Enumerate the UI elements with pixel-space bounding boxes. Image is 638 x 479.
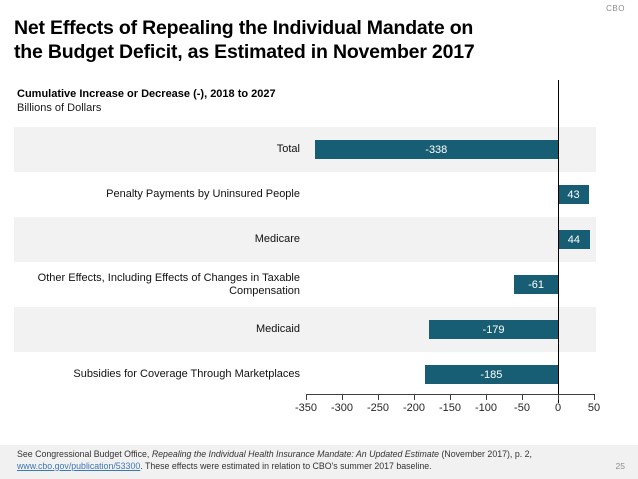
x-axis-tick (378, 394, 379, 400)
x-axis: -350 -300 -250 -200 -150 -100 -50 0 50 (295, 394, 600, 420)
x-axis-tick (306, 394, 307, 400)
x-axis-tick-label: -150 (438, 402, 462, 414)
chart-row: Total -338 (14, 127, 596, 172)
chart-row: Other Effects, Including Effects of Chan… (14, 262, 596, 307)
x-axis-tick-label: -100 (474, 402, 498, 414)
x-axis-tick (414, 394, 415, 400)
bar-value-label: -61 (528, 278, 544, 291)
x-axis-tick-label: -250 (366, 402, 390, 414)
data-bar: -185 (424, 365, 558, 384)
category-label: Medicaid (255, 323, 300, 335)
chart-row: Medicaid -179 (14, 307, 596, 352)
zero-axis-line (558, 80, 559, 403)
bar-chart: Total -338 Penalty Payments by Uninsured P… (14, 127, 596, 397)
data-bar: -61 (514, 275, 558, 294)
chart-subtitle: Cumulative Increase or Decrease (-), 201… (17, 88, 276, 100)
chart-row: Medicare 44 (14, 217, 596, 262)
bar-value-label: -185 (480, 368, 503, 381)
category-label: Total (276, 143, 300, 155)
x-axis-tick-label: 50 (587, 402, 601, 414)
chart-row: Subsidies for Coverage Through Marketpla… (14, 352, 596, 397)
source-note-part2: (November 2017), p. 2, (439, 449, 532, 459)
publication-link[interactable]: www.cbo.gov/publication/53300 (17, 460, 141, 471)
x-axis-tick-label: -50 (514, 402, 530, 414)
page-title: Net Effects of Repealing the Individual … (14, 16, 475, 64)
bar-value-label: -338 (425, 143, 448, 156)
chart-units-label: Billions of Dollars (17, 102, 102, 114)
footer-band: See Congressional Budget Office, Repeali… (0, 445, 638, 479)
x-axis-tick-label: -200 (402, 402, 426, 414)
bar-value-label: 44 (567, 233, 580, 246)
page-title-line2: the Budget Deficit, as Estimated in Nove… (14, 41, 475, 63)
bar-value-label: -179 (482, 323, 505, 336)
source-note-part3: . These effects were estimated in relati… (140, 460, 432, 471)
category-label: Subsidies for Coverage Through Marketpla… (73, 368, 300, 380)
x-axis-tick-label: -300 (330, 402, 354, 414)
x-axis-tick (486, 394, 487, 400)
chart-row: Penalty Payments by Uninsured People 43 (14, 172, 596, 217)
data-bar: -338 (314, 140, 558, 159)
data-bar: 44 (558, 230, 590, 249)
x-axis-tick-label: -350 (294, 402, 318, 414)
bar-value-label: 43 (567, 188, 580, 201)
page-number: 25 (615, 461, 625, 471)
page-title-line1: Net Effects of Repealing the Individual … (14, 17, 474, 39)
data-bar: 43 (558, 185, 589, 204)
category-label: Other Effects, Including Effects of Chan… (37, 271, 300, 297)
source-title: Repealing the Individual Health Insuranc… (151, 449, 440, 459)
x-axis-tick (522, 394, 523, 400)
data-bar: -179 (429, 320, 558, 339)
category-label: Penalty Payments by Uninsured People (106, 188, 300, 200)
source-note: See Congressional Budget Office, Repeali… (17, 449, 602, 472)
x-axis-tick (558, 394, 559, 400)
x-axis-tick (450, 394, 451, 400)
source-note-part1: See Congressional Budget Office, (17, 449, 152, 459)
x-axis-tick (594, 394, 595, 400)
x-axis-tick-label: 0 (554, 402, 562, 414)
x-axis-tick (342, 394, 343, 400)
cbo-logo: CBO (606, 4, 625, 13)
category-label: Medicare (254, 233, 300, 245)
